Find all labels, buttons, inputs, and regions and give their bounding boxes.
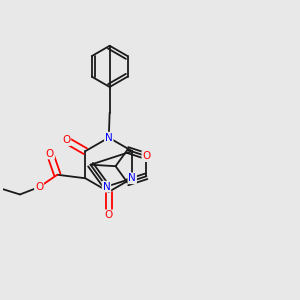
Text: N: N bbox=[105, 133, 113, 142]
Text: O: O bbox=[62, 135, 70, 145]
Text: O: O bbox=[35, 182, 43, 192]
Text: N: N bbox=[128, 173, 136, 183]
Text: O: O bbox=[105, 210, 113, 220]
Text: N: N bbox=[103, 182, 110, 192]
Text: O: O bbox=[46, 148, 54, 158]
Text: O: O bbox=[142, 151, 151, 161]
